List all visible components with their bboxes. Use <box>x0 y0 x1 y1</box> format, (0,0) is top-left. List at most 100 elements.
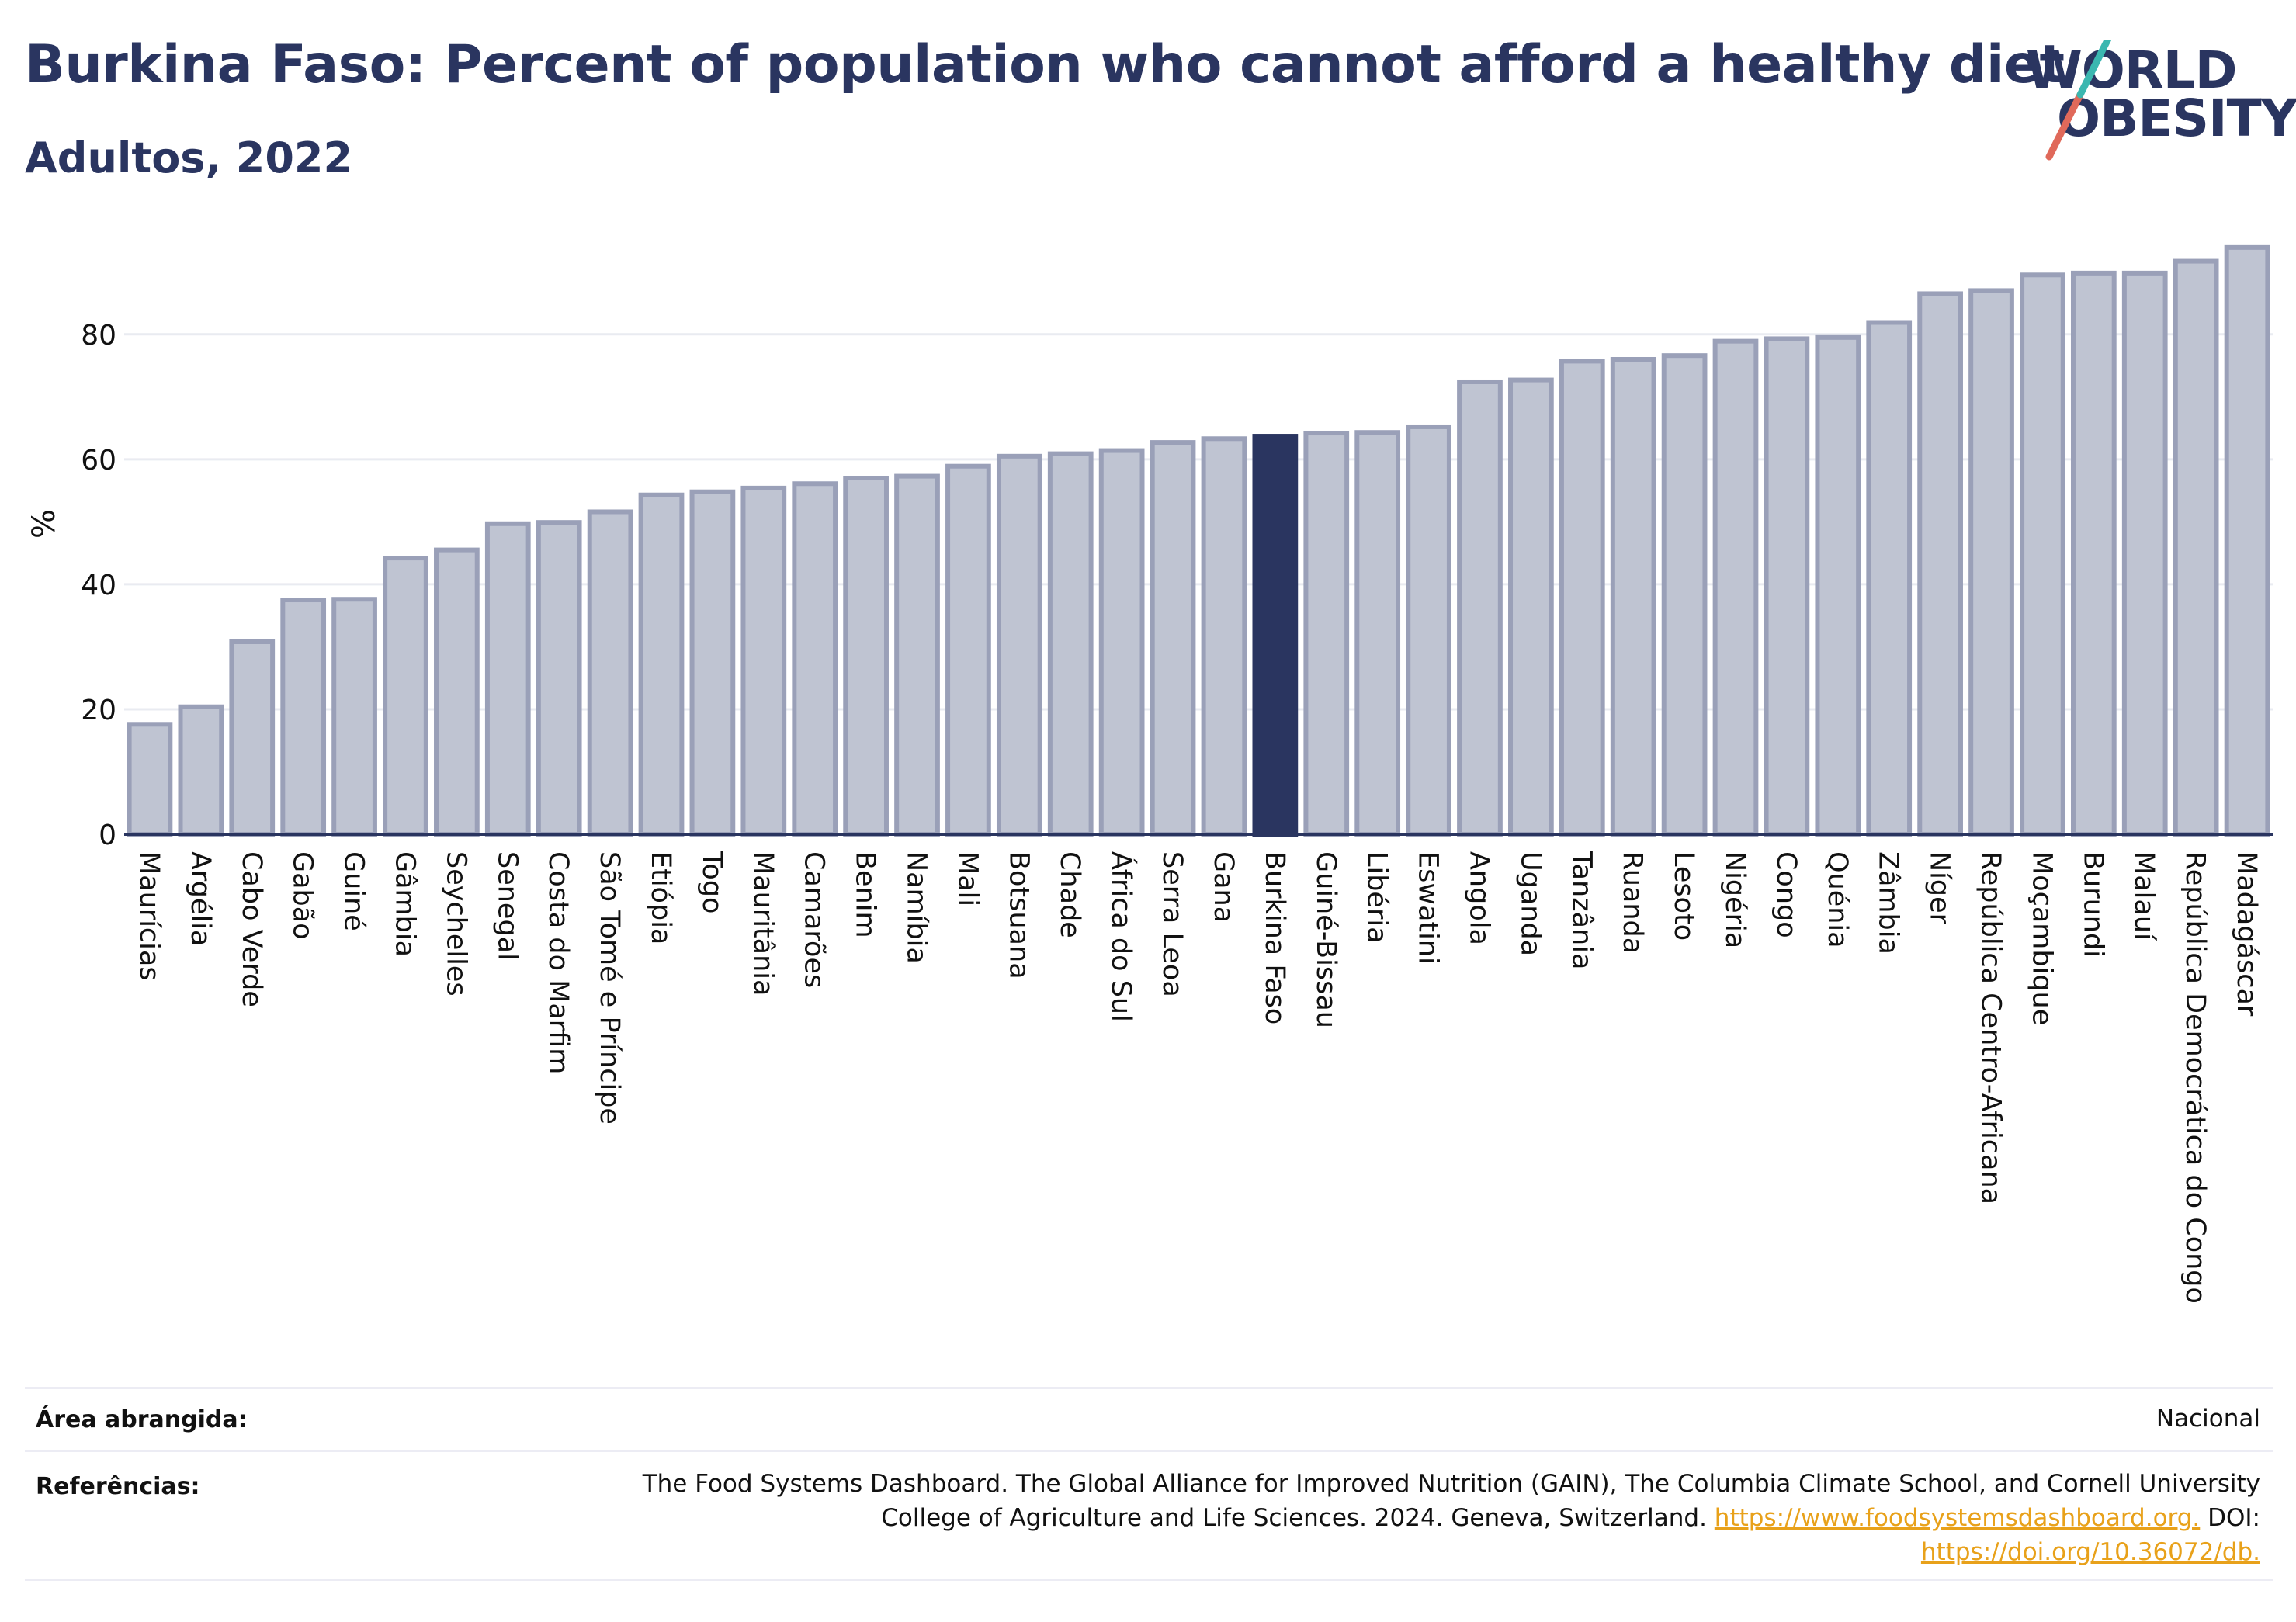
bar <box>178 704 224 837</box>
x-tick-label: Lesoto <box>1668 851 1699 941</box>
x-tick-label: Botsuana <box>1003 851 1034 979</box>
bar <box>1764 336 1810 837</box>
x-tick-label: África do Sul <box>1105 851 1138 1022</box>
y-tick-label: 60 <box>81 445 116 477</box>
references-line-3: https://doi.org/10.36072/db. <box>643 1535 2260 1569</box>
bar <box>1457 379 1503 837</box>
footer-divider-top <box>25 1387 2273 1389</box>
bar <box>1559 359 1605 837</box>
logo-slash-icon <box>2045 40 2112 161</box>
x-tick-label: Malauí <box>2128 851 2159 941</box>
bar <box>843 476 889 837</box>
x-tick-label: Gâmbia <box>389 851 420 957</box>
bar <box>434 547 480 837</box>
x-tick-label: República Centro-Africana <box>1975 851 2006 1204</box>
x-tick-label: Etiópia <box>645 851 676 944</box>
x-tick-label: Seychelles <box>440 851 471 996</box>
x-tick-label: Guiné-Bissau <box>1310 851 1341 1028</box>
bar <box>1968 288 2014 837</box>
bar <box>331 597 377 837</box>
bar <box>1303 431 1350 837</box>
x-tick-label: Burundi <box>2077 851 2108 958</box>
bar <box>1406 424 1451 837</box>
bar <box>2020 272 2065 837</box>
x-tick-label: Guiné <box>338 851 369 931</box>
bar <box>1150 440 1196 837</box>
logo-text-world: WORLD <box>2026 40 2238 100</box>
x-tick-label: Burkina Faso <box>1259 851 1290 1024</box>
references-line-2-text: College of Agriculture and Life Sciences… <box>881 1504 1707 1532</box>
bar <box>1201 436 1247 837</box>
logo-text-obesity: OBESITY <box>2057 88 2296 148</box>
bar <box>1917 291 1963 837</box>
x-tick-label: Madagáscar <box>2231 851 2262 1017</box>
coverage-value: Nacional <box>2156 1405 2260 1433</box>
chart-subtitle: Adultos, 2022 <box>25 133 353 182</box>
x-tick-label: Moçambique <box>2026 851 2057 1025</box>
x-tick-label: Benim <box>850 851 881 938</box>
bar <box>2070 270 2117 837</box>
bar <box>484 521 531 837</box>
x-tick-label: Costa do Marfim <box>543 851 574 1074</box>
y-axis-label: % <box>26 509 62 539</box>
bar <box>792 481 838 837</box>
x-tick-label: Chade <box>1054 851 1085 938</box>
doi-link[interactable]: https://doi.org/10.36072/db. <box>1920 1538 2260 1566</box>
x-tick-label: Cabo Verde <box>236 851 267 1007</box>
bar <box>945 463 991 837</box>
x-tick-label: Mali <box>952 851 983 906</box>
x-tick-label: Congo <box>1771 851 1802 938</box>
x-tick-label: Ruanda <box>1617 851 1648 954</box>
x-tick-label: Mauritânia <box>747 851 779 996</box>
x-tick-label: Angola <box>1463 851 1494 945</box>
x-tick-label: Senegal <box>491 851 522 961</box>
x-tick-label: Zâmbia <box>1873 851 1904 955</box>
x-tick-label: Gana <box>1208 851 1239 923</box>
x-tick-label: Libéria <box>1361 851 1393 944</box>
bar <box>1354 430 1401 837</box>
x-tick-label: Camarões <box>799 851 830 988</box>
x-tick-label: Argélia <box>185 851 216 946</box>
y-tick-label: 20 <box>81 695 116 726</box>
y-tick-label: 0 <box>99 820 116 851</box>
footer-divider-bottom <box>25 1579 2273 1581</box>
bar <box>2121 270 2168 837</box>
dashboard-link[interactable]: https://www.foodsystemsdashboard.org. <box>1714 1504 2201 1532</box>
footer-divider-middle <box>25 1450 2273 1452</box>
bar <box>2173 258 2219 837</box>
bar <box>1866 320 1913 837</box>
bar <box>638 492 685 837</box>
bar <box>587 509 633 837</box>
bar <box>740 485 787 837</box>
bar <box>1508 377 1554 837</box>
bar <box>996 453 1042 837</box>
x-tick-label: República Democrática do Congo <box>2180 851 2211 1304</box>
bar <box>894 473 940 837</box>
bar <box>1047 451 1094 837</box>
bar <box>1712 338 1759 837</box>
bar <box>2224 244 2270 837</box>
chart-title: Burkina Faso: Percent of population who … <box>25 34 2065 95</box>
bar <box>1610 357 1656 837</box>
bar-highlight <box>1252 434 1299 837</box>
x-tick-label: Namíbia <box>901 851 932 964</box>
bar <box>383 556 428 837</box>
bar <box>1098 448 1145 837</box>
x-tick-label: Serra Leoa <box>1157 851 1188 997</box>
bar <box>1815 334 1861 837</box>
bar-chart: 0 20 40 60 80% Maurícias Argélia Cabo Verde Gabã… <box>26 244 2273 1304</box>
x-tick-label: Maurícias <box>134 851 165 981</box>
x-tick-label: São Tomé e Príncipe <box>594 851 625 1125</box>
bar <box>280 598 327 837</box>
references-text: The Food Systems Dashboard. The Global A… <box>643 1467 2260 1569</box>
references-label: Referências: <box>36 1473 200 1500</box>
x-tick-label: Uganda <box>1514 851 1545 956</box>
x-tick-label: Gabão <box>287 851 318 940</box>
x-tick-label: Togo <box>696 851 727 913</box>
x-tick-label: Níger <box>1924 851 1955 925</box>
x-tick-label: Nigéria <box>1719 851 1750 948</box>
references-line-2: College of Agriculture and Life Sciences… <box>643 1501 2260 1535</box>
x-tick-label: Quénia <box>1822 851 1853 948</box>
coverage-label: Área abrangida: <box>36 1406 248 1433</box>
x-tick-label: Tanzânia <box>1566 851 1597 969</box>
